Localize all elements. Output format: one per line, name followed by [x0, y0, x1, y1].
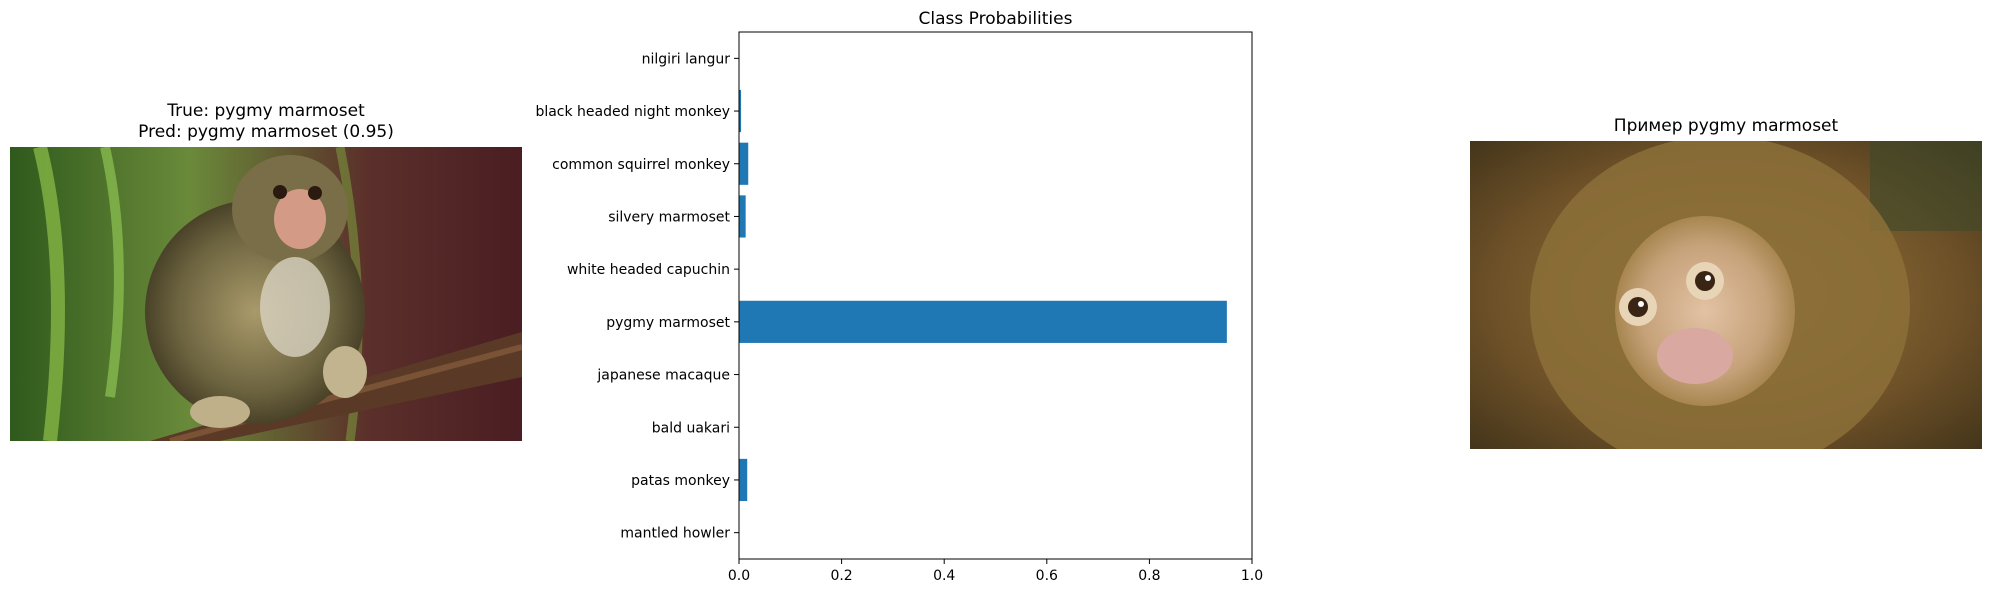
x-tick-label: 0.8	[1138, 568, 1160, 584]
x-tick-label: 0.4	[933, 568, 955, 584]
x-tick-label: 0.2	[830, 568, 852, 584]
chart-title: Class Probabilities	[919, 9, 1073, 29]
bar-patas-monkey	[739, 458, 748, 502]
y-tick-label: black headed night monkey	[535, 104, 730, 120]
y-tick-label: nilgiri langur	[642, 51, 731, 67]
x-tick-label: 0.0	[728, 568, 750, 584]
x-tick-label: 1.0	[1241, 568, 1263, 584]
bar-pygmy-marmoset	[739, 300, 1227, 343]
y-tick-label: common squirrel monkey	[552, 157, 730, 173]
y-tick-label: pygmy marmoset	[606, 315, 730, 331]
bar-black-headed-night-monkey	[739, 89, 742, 133]
y-tick-label: white headed capuchin	[567, 262, 730, 278]
bar-common-squirrel-monkey	[739, 142, 749, 185]
y-tick-label: bald uakari	[652, 420, 730, 436]
left-title-pred: Pred: pygmy marmoset (0.95)	[138, 122, 394, 142]
right-title: Пример pygmy marmoset	[1613, 116, 1839, 136]
left-title-true: True: pygmy marmoset	[167, 101, 365, 121]
example-class-photo	[1470, 141, 1982, 449]
y-tick-label: patas monkey	[631, 473, 730, 489]
bar-silvery-marmoset	[739, 195, 746, 238]
plot-frame	[738, 31, 1253, 560]
y-tick-label: mantled howler	[620, 526, 730, 542]
y-tick-label: silvery marmoset	[608, 209, 730, 225]
x-tick-label: 0.6	[1036, 568, 1058, 584]
y-tick-label: japanese macaque	[596, 368, 730, 384]
true-class-photo	[10, 147, 522, 441]
